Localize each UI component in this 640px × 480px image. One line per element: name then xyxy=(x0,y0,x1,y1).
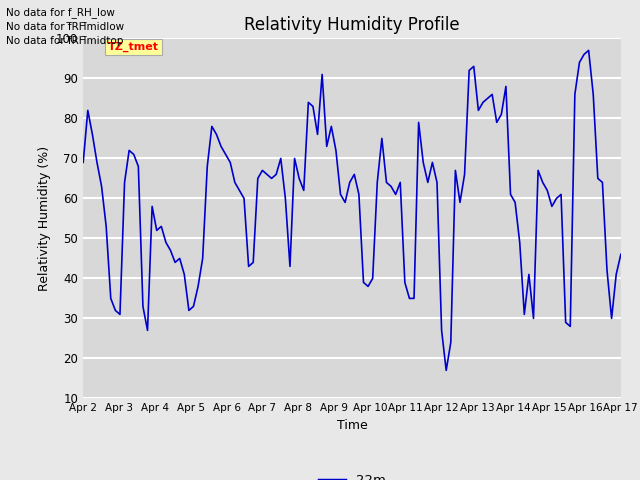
Text: No data for f̅RH̅midtop: No data for f̅RH̅midtop xyxy=(6,36,124,46)
Y-axis label: Relativity Humidity (%): Relativity Humidity (%) xyxy=(38,146,51,291)
Legend: 22m: 22m xyxy=(314,469,390,480)
Text: No data for f_RH_low: No data for f_RH_low xyxy=(6,7,115,18)
Title: Relativity Humidity Profile: Relativity Humidity Profile xyxy=(244,16,460,34)
Text: No data for f̅RH̅midlow: No data for f̅RH̅midlow xyxy=(6,22,125,32)
Text: TZ_tmet: TZ_tmet xyxy=(108,41,159,52)
X-axis label: Time: Time xyxy=(337,419,367,432)
